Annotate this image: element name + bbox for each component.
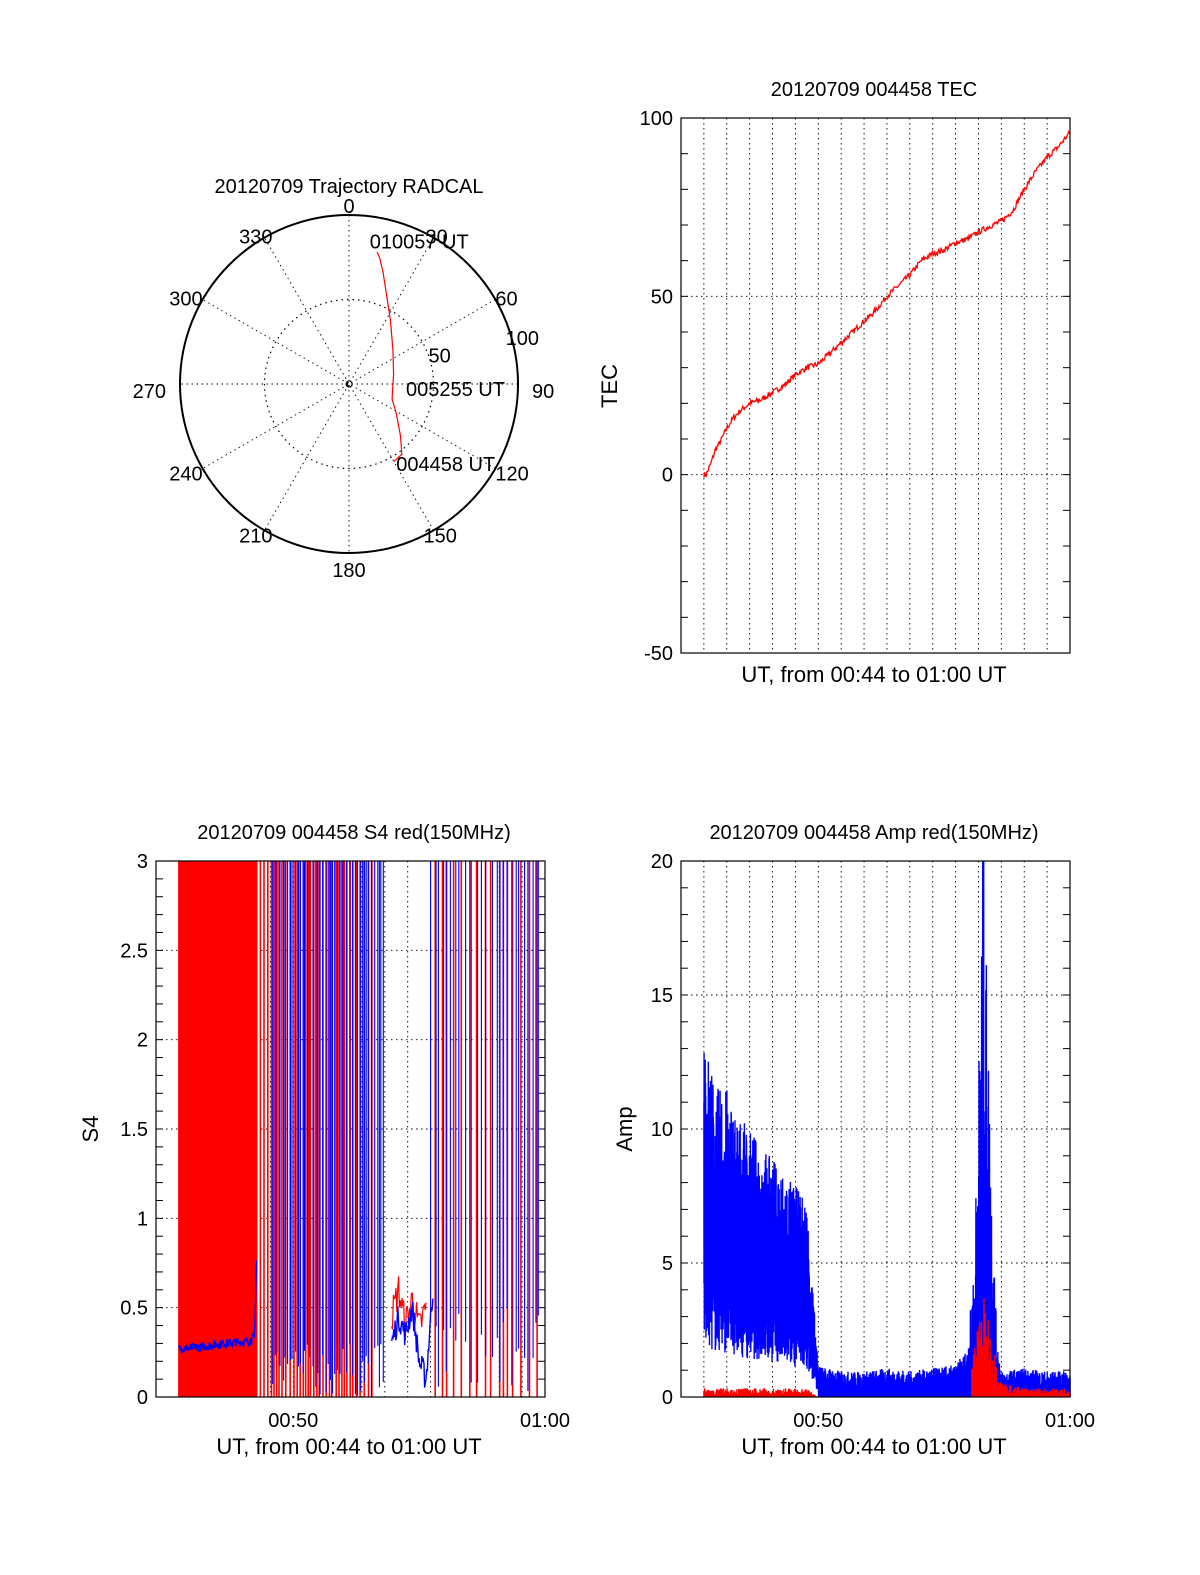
polar-angle-label: 120 — [495, 464, 528, 486]
tec-y-tick-labels: -50 0 50 100 — [640, 108, 673, 665]
trajectory-annotation: 004458 UT — [396, 454, 495, 476]
tec-axes-frame — [680, 117, 1071, 654]
s4-title: 20120709 004458 S4 red(150MHz) — [197, 822, 511, 844]
polar-spoke — [202, 299, 496, 469]
amp-ytick-label: 15 — [651, 985, 673, 1007]
tec-ylabel: TEC — [597, 364, 622, 408]
polar-angle-label: 330 — [239, 227, 272, 249]
polar-spoke — [264, 237, 434, 531]
polar-angle-label: 240 — [169, 464, 202, 486]
polar-angle-labels: 0 30 60 90 120 150 180 210 240 270 300 330 — [133, 196, 555, 582]
polar-angle-label: 300 — [169, 289, 202, 311]
s4-x-tick-labels: 00:50 01:00 — [268, 1410, 570, 1432]
s4-ytick-label: 1.5 — [120, 1119, 148, 1141]
tec-ytick-label: 50 — [651, 286, 673, 308]
amp-ylabel: Amp — [612, 1106, 637, 1151]
tec-title: 20120709 004458 TEC — [771, 79, 977, 101]
amp-panel: 20120709 004458 Amp red(150MHz) 0 5 10 15 20… — [612, 822, 1095, 1459]
s4-ytick-label: 2.5 — [120, 940, 148, 962]
amp-title: 20120709 004458 Amp red(150MHz) — [709, 822, 1038, 844]
s4-panel: 20120709 004458 S4 red(150MHz) 0 0.5 1 1.5 2… — [78, 822, 570, 1459]
trajectory-annotations: 010057 UT 005255 UT 004458 UT — [370, 231, 505, 475]
amp-ytick-label: 10 — [651, 1119, 673, 1141]
s4-ylabel: S4 — [78, 1116, 103, 1143]
amp-red-series — [703, 1298, 1071, 1397]
polar-angle-label: 90 — [532, 381, 554, 403]
s4-ytick-label: 2 — [137, 1030, 148, 1052]
polar-angle-label: 150 — [424, 525, 457, 547]
amp-blue-series — [703, 860, 1071, 1398]
polar-ring-50 — [263, 298, 435, 470]
s4-ytick-label: 3 — [137, 851, 148, 873]
tec-panel: 20120709 004458 TEC -50 0 50 100 UT, from 0… — [597, 79, 1071, 687]
amp-ytick-label: 20 — [651, 851, 673, 873]
s4-ytick-label: 0 — [137, 1387, 148, 1409]
trajectory-annotation: 010057 UT — [370, 231, 469, 253]
amp-xlabel: UT, from 00:44 to 01:00 UT — [741, 1434, 1006, 1459]
s4-xtick-label: 01:00 — [520, 1410, 570, 1432]
trajectory-track — [376, 251, 403, 463]
polar-angle-label: 180 — [332, 560, 365, 582]
s4-y-tick-labels: 0 0.5 1 1.5 2 2.5 3 — [120, 851, 148, 1409]
s4-ytick-label: 1 — [137, 1208, 148, 1230]
amp-ytick-label: 0 — [662, 1387, 673, 1409]
polar-outer-ring — [179, 214, 519, 554]
polar-angle-label: 30 — [426, 227, 448, 249]
s4-xlabel: UT, from 00:44 to 01:00 UT — [216, 1434, 481, 1459]
amp-ytick-label: 5 — [662, 1253, 673, 1275]
polar-radial-labels: 50 100 — [429, 328, 539, 368]
trajectory-annotation: 005255 UT — [406, 379, 505, 401]
polar-trajectory-panel: 20120709 Trajectory RADCAL 0 30 60 90 120 150… — [133, 176, 555, 582]
polar-angle-label: 60 — [495, 289, 517, 311]
amp-xtick-label: 00:50 — [793, 1410, 843, 1432]
s4-ytick-label: 0.5 — [120, 1298, 148, 1320]
s4-noise-bands — [178, 861, 539, 1397]
polar-spoke — [264, 237, 434, 531]
amp-x-tick-labels: 00:50 01:00 — [793, 1410, 1095, 1432]
polar-radial-label: 100 — [506, 328, 539, 350]
polar-spoke — [202, 299, 496, 469]
polar-angle-label: 270 — [133, 381, 166, 403]
s4-grid — [156, 860, 545, 1398]
tec-grid — [681, 117, 1070, 654]
polar-title: 20120709 Trajectory RADCAL — [214, 176, 483, 198]
polar-grid — [180, 215, 518, 553]
tec-series-line — [703, 129, 1071, 478]
tec-ytick-label: 0 — [662, 465, 673, 487]
polar-angle-label: 210 — [239, 525, 272, 547]
amp-xtick-label: 01:00 — [1045, 1410, 1095, 1432]
tec-ytick-label: -50 — [644, 643, 673, 665]
tec-ytick-label: 100 — [640, 108, 673, 130]
amp-y-tick-labels: 0 5 10 15 20 — [651, 851, 673, 1409]
s4-xtick-label: 00:50 — [268, 1410, 318, 1432]
s4-blue-noise — [272, 861, 539, 1397]
polar-angle-label: 0 — [343, 196, 354, 218]
amp-axes-frame — [680, 860, 1071, 1398]
polar-radial-label: 50 — [429, 345, 451, 367]
tec-xlabel: UT, from 00:44 to 01:00 UT — [741, 662, 1006, 687]
s4-blue-series — [178, 1260, 434, 1388]
s4-axes-frame — [155, 860, 546, 1398]
